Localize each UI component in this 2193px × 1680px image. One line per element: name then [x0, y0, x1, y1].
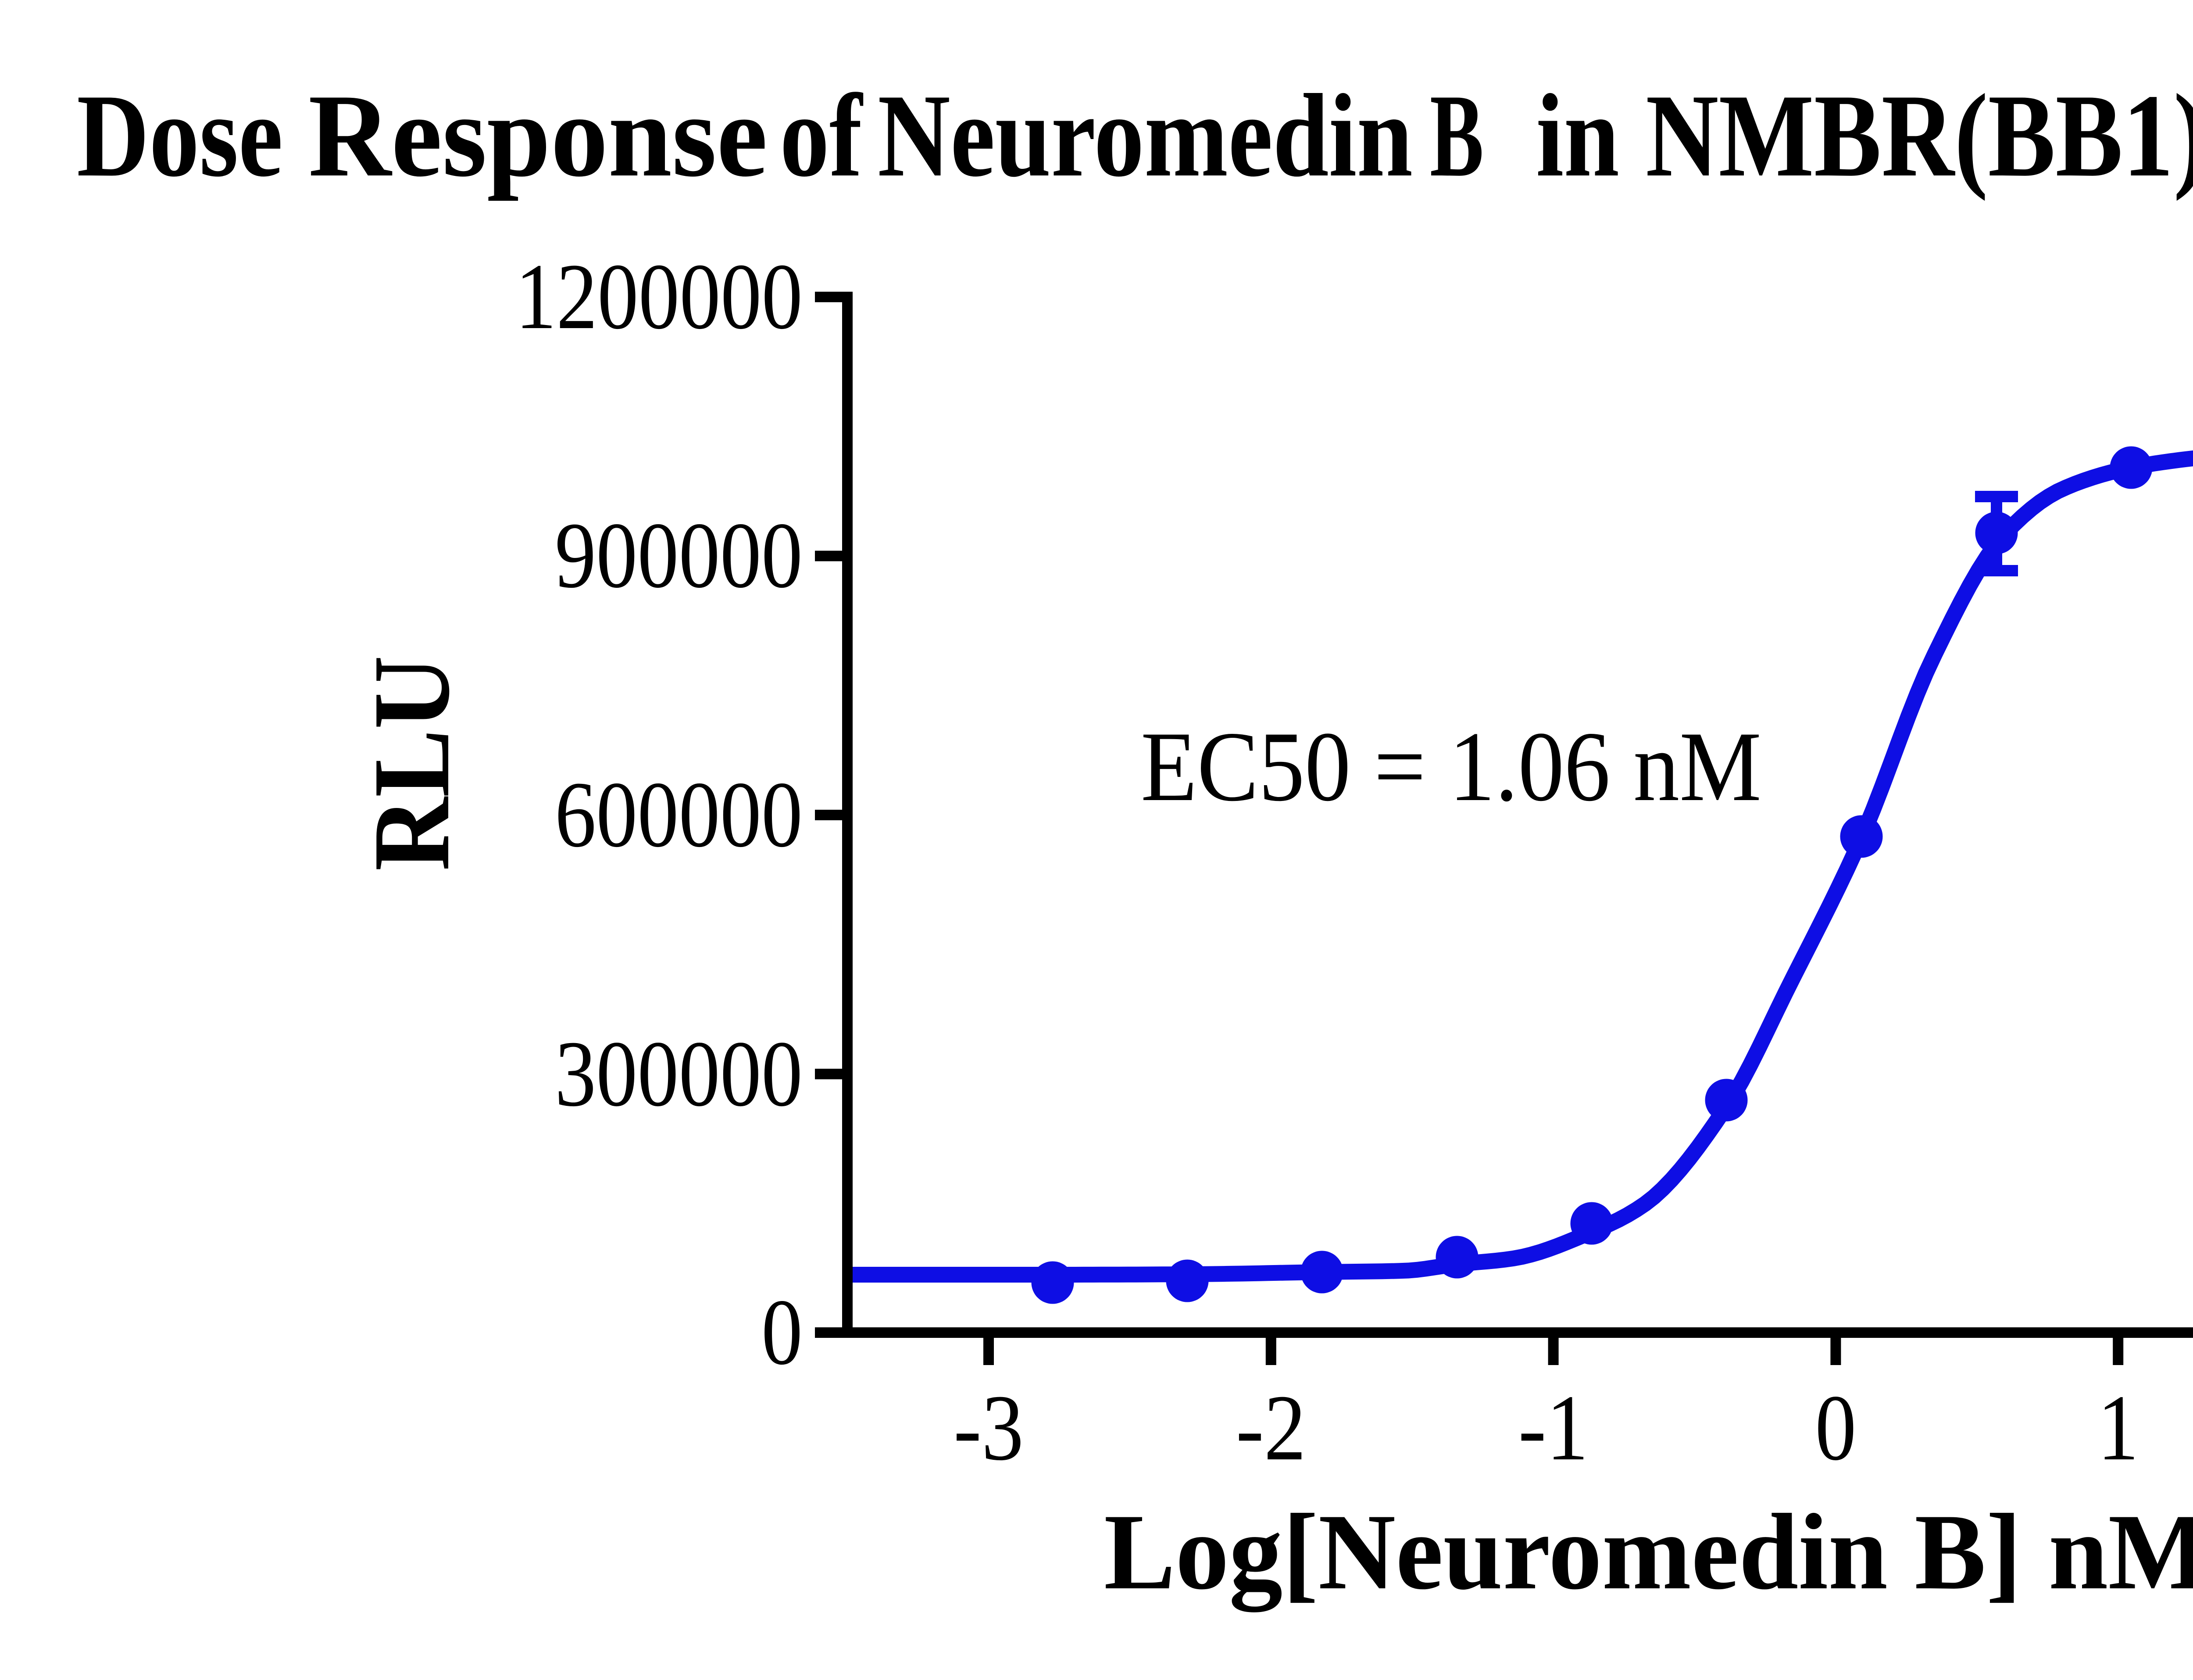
- svg-text:1: 1: [2097, 1375, 2139, 1480]
- svg-text:-2: -2: [1236, 1375, 1306, 1480]
- svg-text:-3: -3: [954, 1375, 1024, 1480]
- svg-text:Log[Neuromedin B] nM: Log[Neuromedin B] nM: [1104, 1491, 2193, 1612]
- svg-text:0: 0: [1815, 1375, 1856, 1480]
- svg-text:1200000: 1200000: [515, 244, 803, 349]
- svg-text:EC50 = 1.06 nM: EC50 = 1.06 nM: [1141, 711, 1761, 822]
- svg-text:-1: -1: [1518, 1375, 1589, 1480]
- svg-text:0: 0: [761, 1280, 803, 1384]
- svg-text:Neuromedin: Neuromedin: [878, 70, 1413, 201]
- svg-text:300000: 300000: [555, 1021, 803, 1126]
- svg-text:NMBR(BB1): NMBR(BB1): [1646, 70, 2193, 201]
- svg-text:B: B: [1430, 70, 1484, 201]
- svg-text:Response: Response: [308, 70, 768, 201]
- svg-text:Dose: Dose: [77, 70, 283, 201]
- svg-text:in: in: [1536, 70, 1619, 201]
- svg-text:of: of: [780, 70, 863, 201]
- svg-text:RLU: RLU: [351, 656, 472, 871]
- svg-text:600000: 600000: [555, 762, 803, 867]
- svg-text:900000: 900000: [555, 503, 803, 608]
